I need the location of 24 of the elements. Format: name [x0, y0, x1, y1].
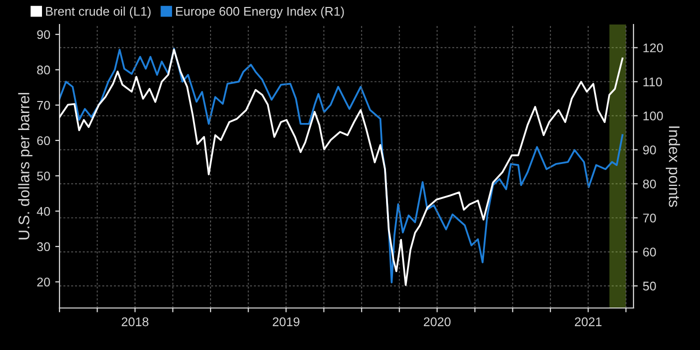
y2-tick-label: 70 — [643, 214, 656, 222]
y2-tick-label: 120 — [643, 43, 663, 52]
legend-label: Brent crude oil (L1) — [46, 6, 151, 18]
y2-tick-label: 90 — [643, 146, 656, 154]
y-tick-label: 60 — [37, 136, 50, 146]
y-tick-label: 90 — [37, 30, 50, 40]
y-tick-label: 20 — [37, 278, 50, 286]
x-tick-label: 2019 — [272, 317, 300, 326]
x-tick-label: 2018 — [122, 317, 148, 326]
y2-axis-title: Index points — [666, 126, 680, 207]
y-tick-label: 40 — [36, 206, 50, 216]
y-tick-label: 30 — [37, 242, 50, 252]
x-tick-label: 2021 — [574, 317, 602, 326]
y-axis-title: U.S. dollars per barrel — [18, 92, 32, 240]
legend-label: Europe 600 Energy Index (R1) — [176, 6, 344, 18]
y2-tick-label: 100 — [643, 112, 663, 120]
y-tick-label: 70 — [37, 100, 50, 110]
y2-tick-label: 80 — [643, 180, 656, 188]
y2-tick-label: 60 — [643, 248, 656, 256]
y-tick-label: 80 — [37, 66, 50, 74]
y-tick-label: 50 — [37, 172, 50, 180]
y2-tick-label: 50 — [643, 282, 656, 291]
x-tick-label: 2020 — [424, 317, 451, 326]
y2-tick-label: 110 — [643, 77, 662, 86]
